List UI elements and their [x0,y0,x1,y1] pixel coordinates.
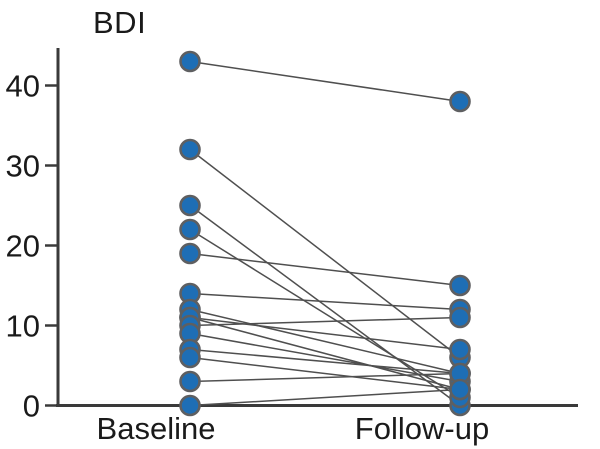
data-point-baseline [179,50,201,73]
data-point-followup [449,274,471,297]
x-category-label-followup: Follow-up [354,411,490,446]
y-tick-label: 0 [23,389,40,424]
y-tick-label: 20 [6,229,40,264]
y-tick-label: 40 [6,69,40,104]
pair-line [189,252,461,287]
data-point-followup [449,378,471,401]
pair-line [189,292,461,311]
pair-line [189,372,461,383]
pair-line [189,148,461,359]
y-tick-label: 30 [6,149,40,184]
pair-line [189,204,461,407]
data-point-baseline [179,218,201,241]
data-point-baseline [179,194,201,217]
data-point-followup [449,306,471,329]
pair-line [189,228,461,399]
data-point-followup [449,90,471,113]
data-point-baseline [179,242,201,265]
pair-line [189,316,461,327]
pair-line [189,348,461,375]
data-point-baseline [179,138,201,161]
pair-line [189,60,461,103]
pair-line [189,316,461,391]
pair-line [189,316,461,351]
pair-line [189,388,461,407]
data-point-baseline [179,346,201,369]
pair-line [189,332,461,383]
pair-line [189,308,461,375]
chart-title: BDI [93,5,147,40]
data-point-baseline [179,394,201,417]
data-point-followup [449,338,471,361]
y-tick-label: 10 [6,309,40,344]
data-point-baseline [179,370,201,393]
pair-line [189,356,461,391]
x-category-label-baseline: Baseline [96,411,216,446]
